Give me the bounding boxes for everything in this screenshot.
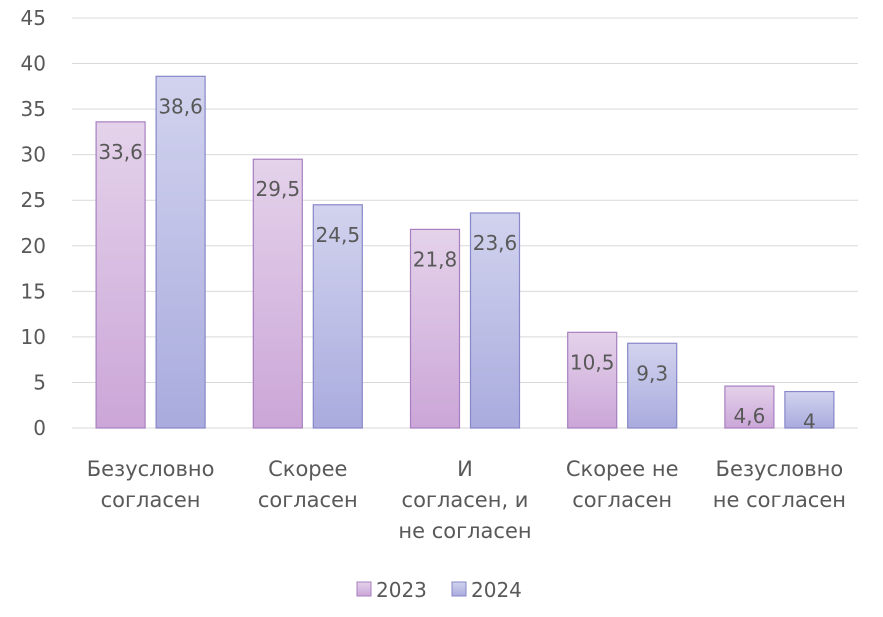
data-labels: 33,6 38,6 29,5 24,5 21,8 23,6 10,5 9,3 4,6 4 bbox=[98, 94, 815, 433]
y-tick-label-20: 20 bbox=[21, 234, 46, 258]
bar-2023-cat2 bbox=[409, 228, 461, 429]
x-category-label-line: согласен bbox=[258, 488, 358, 512]
x-category-label-0: Безусловно согласен bbox=[87, 457, 215, 512]
data-label-2024-cat2: 23,6 bbox=[473, 231, 518, 255]
y-tick-label-5: 5 bbox=[33, 370, 46, 394]
data-label-2023-cat4: 4,6 bbox=[733, 404, 765, 428]
legend-swatch-2024 bbox=[451, 581, 467, 597]
bar-2023-cat0 bbox=[95, 121, 146, 429]
data-label-2023-cat2: 21,8 bbox=[413, 247, 458, 271]
x-category-label-line: И bbox=[457, 457, 473, 481]
x-category-label-line: Скорее не bbox=[566, 457, 679, 481]
y-tick-label-0: 0 bbox=[33, 416, 46, 440]
x-category-label-4: Безусловно не согласен bbox=[713, 457, 846, 512]
data-label-2024-cat1: 24,5 bbox=[316, 223, 361, 247]
bar-2023-cat4 bbox=[724, 385, 775, 429]
x-category-label-line: не согласен bbox=[713, 488, 846, 512]
x-category-label-3: Скорее не согласен bbox=[566, 457, 679, 512]
x-category-label-line: не согласен bbox=[398, 519, 531, 543]
x-category-label-line: Безусловно bbox=[716, 457, 844, 481]
data-label-2023-cat1: 29,5 bbox=[256, 177, 301, 201]
legend: 2023 2024 bbox=[356, 578, 522, 602]
data-label-2024-cat3: 9,3 bbox=[636, 361, 668, 385]
x-category-label-line: Безусловно bbox=[87, 457, 215, 481]
x-axis-category-labels: Безусловно согласен Скорее согласен И согласе… bbox=[87, 457, 846, 543]
bar-2023-cat1 bbox=[252, 158, 303, 429]
y-tick-label-10: 10 bbox=[21, 325, 46, 349]
bar-2024-cat1 bbox=[312, 204, 363, 429]
x-category-label-line: Скорее bbox=[268, 457, 347, 481]
x-category-label-line: согласен bbox=[572, 488, 672, 512]
bar-2024-cat3 bbox=[627, 342, 678, 429]
legend-label-2023: 2023 bbox=[376, 578, 427, 602]
legend-swatch-2023 bbox=[356, 581, 372, 597]
bar-2024-cat2 bbox=[469, 212, 521, 429]
y-tick-label-30: 30 bbox=[21, 143, 46, 167]
y-tick-label-25: 25 bbox=[21, 188, 46, 212]
data-label-2023-cat0: 33,6 bbox=[98, 140, 143, 164]
x-category-label-line: согласен, и bbox=[402, 488, 529, 512]
bars bbox=[95, 75, 835, 429]
x-category-label-1: Скорее согласен bbox=[258, 457, 358, 512]
bar-2023-cat3 bbox=[567, 331, 618, 429]
data-label-2023-cat3: 10,5 bbox=[570, 350, 615, 374]
x-category-label-line: согласен bbox=[101, 488, 201, 512]
bar-2024-cat4 bbox=[784, 390, 835, 429]
y-tick-label-40: 40 bbox=[21, 52, 46, 76]
data-label-2024-cat4: 4 bbox=[803, 410, 816, 434]
legend-label-2024: 2024 bbox=[471, 578, 522, 602]
y-tick-label-15: 15 bbox=[21, 279, 46, 303]
y-tick-label-35: 35 bbox=[21, 97, 46, 121]
y-axis-tick-labels: 0 5 10 15 20 25 30 35 40 45 bbox=[21, 6, 46, 440]
bar-2024-cat0 bbox=[155, 75, 206, 429]
data-label-2024-cat0: 38,6 bbox=[158, 94, 203, 118]
y-tick-label-45: 45 bbox=[21, 6, 46, 30]
